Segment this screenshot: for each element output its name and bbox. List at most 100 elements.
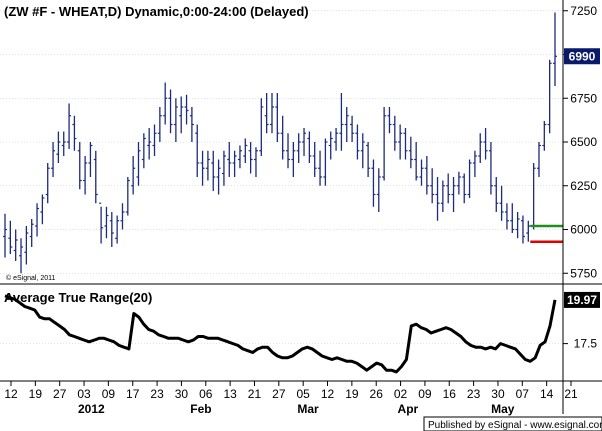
price-bar: [125, 177, 130, 216]
price-bar: [259, 98, 264, 156]
esignal-watermark: © eSignal, 2011: [6, 274, 56, 282]
price-bar: [35, 203, 40, 237]
price-bar: [61, 131, 66, 156]
price-bar: [264, 93, 269, 134]
bottom-axis: 12 19 27 03 09 17 23 30 06 13 21 27 05 12 19 26 02 09 16 23…: [4, 381, 578, 416]
price-tick-label: 6500: [570, 135, 597, 149]
price-bar: [435, 177, 440, 221]
x-tick-label: 26: [370, 387, 384, 401]
x-tick-label: 03: [77, 387, 91, 401]
price-bar: [371, 159, 376, 207]
price-tick-label: 7250: [570, 4, 597, 18]
price-bar: [323, 138, 328, 186]
price-bar: [430, 168, 435, 204]
price-bar: [504, 203, 509, 230]
atr-line: [4, 294, 557, 374]
price-bar: [494, 177, 499, 212]
price-bar: [472, 150, 477, 177]
price-bar: [45, 163, 50, 204]
footer-text: Published by eSignal - www.esignal.com: [428, 420, 602, 431]
price-bar: [243, 138, 248, 163]
price-bar: [211, 150, 216, 191]
price-bar: [510, 203, 515, 233]
price-bar: [189, 107, 194, 142]
price-bar: [275, 93, 280, 142]
price-bar: [446, 173, 451, 204]
price-bar: [376, 168, 381, 212]
price-bar: [488, 142, 493, 195]
price-tick-label: 6250: [570, 179, 597, 193]
price-bar: [387, 107, 392, 134]
x-month-label: May: [491, 402, 515, 416]
price-bar: [536, 142, 541, 177]
price-bar: [227, 142, 232, 177]
price-bar: [179, 96, 184, 134]
x-tick-label: 12: [4, 387, 18, 401]
price-bar: [302, 128, 307, 156]
price-bar: [24, 226, 29, 265]
price-gridlines: [0, 10, 563, 274]
price-bar: [291, 142, 296, 177]
price-tick-label: 6750: [570, 91, 597, 105]
price-bar: [398, 124, 403, 160]
atr-panel: Average True Range(20): [0, 290, 563, 374]
price-bar: [334, 128, 339, 151]
price-bar: [29, 219, 34, 247]
price-bar: [462, 173, 467, 204]
x-tick-label: 23: [467, 387, 481, 401]
price-bar: [392, 115, 397, 151]
price-bar: [99, 202, 104, 244]
price-bar: [13, 229, 18, 261]
price-bar: [19, 238, 24, 274]
price-bar: [553, 12, 557, 86]
price-bars: [3, 12, 557, 274]
price-bar: [173, 98, 178, 142]
x-tick-label: 13: [223, 387, 237, 401]
price-bar: [408, 136, 413, 169]
price-bar: [93, 150, 98, 204]
price-bar: [547, 59, 552, 134]
price-bar: [467, 159, 472, 198]
price-bar: [515, 212, 520, 239]
right-axis: 5750600062506500675070007250699017.519.9…: [563, 4, 600, 351]
price-bar: [237, 145, 242, 169]
price-panel: (ZW #F - WHEAT,D) Dynamic,0:00-24:00 (De…: [0, 4, 563, 282]
atr-tick-label: 17.5: [574, 337, 598, 351]
price-bar: [382, 107, 387, 181]
price-bar: [328, 131, 333, 160]
price-bar: [286, 133, 291, 169]
price-bar: [115, 215, 120, 244]
price-bar: [147, 128, 152, 160]
price-bar: [109, 212, 114, 247]
price-annotations: [530, 224, 563, 243]
price-bar: [232, 150, 237, 177]
price-bar: [67, 103, 72, 149]
x-tick-label: 21: [564, 387, 578, 401]
price-bar: [520, 215, 525, 244]
x-tick-label: 21: [248, 387, 262, 401]
price-bar: [526, 220, 531, 242]
price-bar: [205, 150, 210, 181]
price-bar: [131, 156, 136, 195]
price-bar: [136, 142, 141, 186]
price-bar: [8, 220, 13, 254]
price-bar: [77, 142, 82, 190]
price-bar: [355, 124, 360, 160]
price-bar: [152, 124, 157, 156]
x-tick-label: 19: [345, 387, 359, 401]
x-month-label: Mar: [297, 402, 319, 416]
x-tick-label: 30: [491, 387, 505, 401]
price-bar: [456, 171, 461, 195]
price-bar: [184, 94, 189, 125]
x-tick-label: 19: [29, 387, 43, 401]
x-tick-label: 09: [418, 387, 432, 401]
price-bar: [419, 159, 424, 186]
price-bar: [56, 131, 61, 163]
price-bar: [88, 142, 93, 177]
price-bar: [40, 194, 45, 225]
price-bar: [360, 133, 365, 169]
x-month-label: Feb: [190, 402, 211, 416]
x-tick-label: 09: [102, 387, 116, 401]
